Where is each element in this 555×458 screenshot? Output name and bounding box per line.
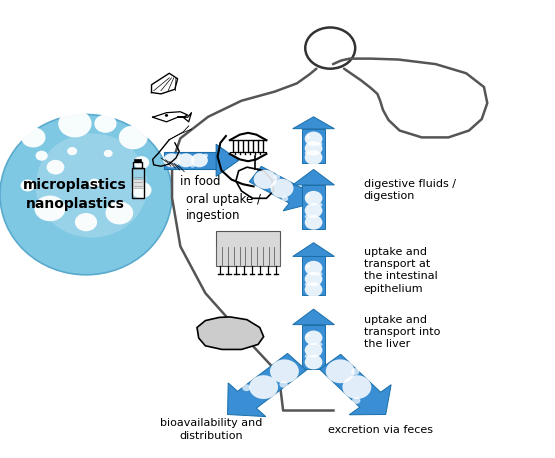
Circle shape	[104, 150, 113, 157]
Bar	[132, 168, 144, 198]
Circle shape	[305, 141, 322, 156]
Circle shape	[254, 170, 277, 189]
Circle shape	[352, 397, 360, 404]
Circle shape	[305, 261, 322, 275]
Circle shape	[305, 272, 322, 286]
Circle shape	[132, 182, 152, 198]
Bar	[302, 256, 325, 295]
Circle shape	[280, 381, 288, 388]
Circle shape	[305, 264, 310, 268]
Circle shape	[305, 215, 309, 218]
Text: microplastics: microplastics	[23, 179, 127, 192]
Circle shape	[281, 196, 288, 202]
Text: uptake and
transport into
the liver: uptake and transport into the liver	[364, 315, 440, 349]
Circle shape	[242, 384, 250, 391]
Polygon shape	[293, 309, 334, 325]
Polygon shape	[197, 317, 264, 349]
Bar	[216, 231, 280, 266]
Circle shape	[305, 331, 322, 345]
Polygon shape	[293, 117, 334, 129]
Circle shape	[58, 110, 92, 137]
Circle shape	[21, 180, 35, 191]
Circle shape	[21, 127, 46, 147]
Circle shape	[163, 153, 180, 167]
Circle shape	[305, 354, 309, 358]
Circle shape	[326, 360, 355, 383]
Text: in food: in food	[180, 175, 221, 188]
Bar	[133, 179, 143, 188]
Circle shape	[191, 153, 208, 167]
Circle shape	[34, 196, 65, 221]
Circle shape	[351, 368, 360, 375]
Bar	[133, 163, 142, 169]
Text: excretion via feces: excretion via feces	[327, 425, 433, 435]
Polygon shape	[293, 243, 334, 256]
Circle shape	[305, 135, 310, 139]
Circle shape	[119, 125, 148, 149]
Bar	[302, 325, 325, 369]
Circle shape	[305, 150, 322, 165]
Circle shape	[270, 360, 299, 383]
Circle shape	[134, 156, 149, 169]
Circle shape	[67, 147, 77, 155]
Circle shape	[305, 131, 322, 146]
Circle shape	[305, 343, 322, 358]
Text: nanoplastics: nanoplastics	[26, 197, 124, 211]
Bar	[134, 159, 142, 163]
Text: oral uptake /
ingestion: oral uptake / ingestion	[186, 192, 261, 222]
Text: bioavailability and
distribution: bioavailability and distribution	[160, 419, 262, 441]
Bar	[164, 152, 216, 169]
Circle shape	[75, 213, 97, 231]
Polygon shape	[216, 144, 239, 176]
Circle shape	[274, 174, 280, 180]
Circle shape	[305, 203, 322, 218]
Circle shape	[36, 151, 48, 161]
Circle shape	[305, 282, 322, 297]
Circle shape	[305, 355, 322, 370]
Polygon shape	[293, 169, 334, 185]
Circle shape	[318, 203, 322, 207]
Circle shape	[249, 375, 278, 399]
Text: uptake and
transport at
the intestinal
epithelium: uptake and transport at the intestinal e…	[364, 246, 437, 294]
Circle shape	[94, 114, 117, 133]
Circle shape	[318, 142, 322, 146]
Text: digestive fluids /
digestion: digestive fluids / digestion	[364, 179, 456, 201]
Circle shape	[89, 179, 100, 188]
Circle shape	[305, 215, 322, 230]
Ellipse shape	[0, 114, 172, 275]
Circle shape	[305, 334, 310, 338]
Circle shape	[318, 272, 322, 276]
Circle shape	[305, 283, 309, 286]
Circle shape	[270, 179, 294, 198]
Circle shape	[190, 164, 195, 168]
FancyArrow shape	[249, 166, 311, 211]
Circle shape	[318, 343, 322, 346]
Circle shape	[176, 153, 181, 157]
Circle shape	[342, 375, 371, 399]
Circle shape	[105, 202, 133, 224]
Circle shape	[165, 114, 168, 117]
Circle shape	[305, 151, 309, 155]
Bar	[302, 129, 325, 163]
Circle shape	[203, 153, 208, 158]
Circle shape	[177, 153, 194, 167]
Circle shape	[305, 194, 310, 198]
Circle shape	[47, 160, 64, 174]
Circle shape	[39, 110, 49, 119]
FancyArrow shape	[320, 354, 391, 415]
Ellipse shape	[36, 133, 148, 238]
Circle shape	[305, 191, 322, 206]
Bar	[302, 185, 325, 229]
FancyArrow shape	[228, 354, 306, 417]
